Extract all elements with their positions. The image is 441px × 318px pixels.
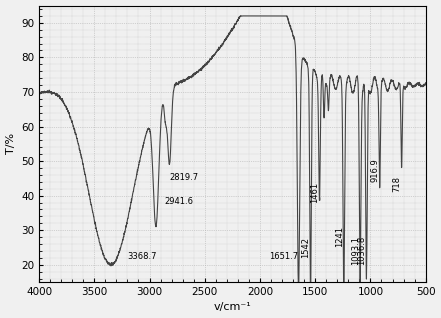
Text: 2819.7: 2819.7 bbox=[169, 173, 198, 182]
Text: 1036.8: 1036.8 bbox=[357, 236, 366, 265]
Text: 1461: 1461 bbox=[310, 181, 319, 203]
Text: 1651.7: 1651.7 bbox=[269, 252, 299, 261]
Text: 1093.1: 1093.1 bbox=[351, 236, 360, 265]
Text: 1241: 1241 bbox=[335, 226, 344, 247]
Y-axis label: T/%: T/% bbox=[6, 133, 15, 154]
Text: 718: 718 bbox=[392, 176, 402, 192]
Text: 2941.6: 2941.6 bbox=[164, 197, 193, 206]
Text: 916.9: 916.9 bbox=[370, 158, 380, 182]
Text: 1542: 1542 bbox=[302, 237, 310, 258]
X-axis label: v/cm⁻¹: v/cm⁻¹ bbox=[213, 302, 251, 313]
Text: 3368.7: 3368.7 bbox=[127, 252, 157, 261]
